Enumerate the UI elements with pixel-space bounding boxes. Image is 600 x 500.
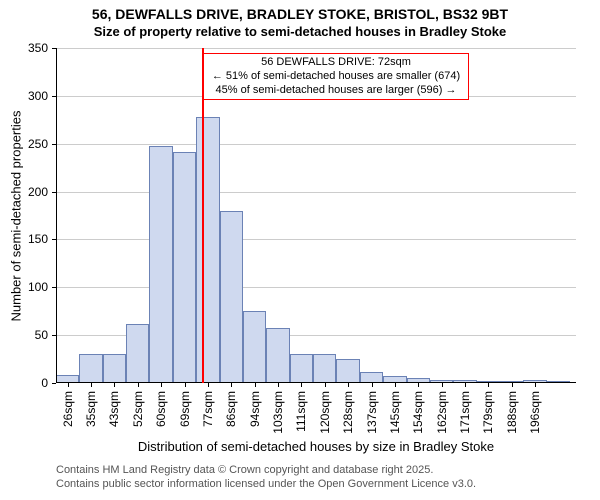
x-tick-label: 103sqm	[271, 391, 285, 434]
x-tick-label: 154sqm	[411, 391, 425, 434]
histogram-bar	[103, 354, 126, 383]
annotation-line1: 56 DEWFALLS DRIVE: 72sqm	[209, 56, 463, 70]
x-tick-label: 69sqm	[178, 391, 192, 427]
y-tick-label: 50	[8, 328, 48, 342]
histogram-bar	[313, 354, 336, 383]
x-axis	[56, 382, 576, 383]
x-tick-label: 128sqm	[341, 391, 355, 434]
x-tick-label: 94sqm	[248, 391, 262, 427]
histogram-bar	[220, 211, 243, 383]
histogram-bar	[266, 328, 289, 383]
footer-line-2: Contains public sector information licen…	[56, 478, 476, 490]
y-tick-label: 0	[8, 376, 48, 390]
histogram-bar	[173, 152, 196, 383]
x-tick-label: 26sqm	[61, 391, 75, 427]
x-tick-label: 188sqm	[505, 391, 519, 434]
x-tick-label: 43sqm	[107, 391, 121, 427]
histogram-bar	[149, 146, 172, 383]
histogram-bar	[79, 354, 102, 383]
x-tick-label: 111sqm	[294, 391, 308, 432]
annotation-line3: 45% of semi-detached houses are larger (…	[209, 84, 463, 98]
x-tick-label: 179sqm	[481, 391, 495, 434]
x-axis-label: Distribution of semi-detached houses by …	[138, 439, 494, 454]
y-axis-label: Number of semi-detached properties	[9, 110, 24, 321]
annotation-line2: ← 51% of semi-detached houses are smalle…	[209, 70, 463, 84]
x-tick-label: 137sqm	[365, 391, 379, 434]
page-subtitle: Size of property relative to semi-detach…	[0, 24, 600, 40]
footer-line-1: Contains HM Land Registry data © Crown c…	[56, 464, 433, 476]
x-tick-label: 86sqm	[224, 391, 238, 427]
histogram-bar	[126, 324, 149, 383]
page-title: 56, DEWFALLS DRIVE, BRADLEY STOKE, BRIST…	[0, 0, 600, 24]
x-tick-label: 145sqm	[388, 391, 402, 434]
x-tick-label: 162sqm	[435, 391, 449, 434]
x-tick-label: 35sqm	[84, 391, 98, 427]
y-tick-label: 300	[8, 89, 48, 103]
histogram-bar	[243, 311, 266, 383]
histogram-bar	[196, 117, 219, 383]
x-tick-label: 120sqm	[318, 391, 332, 434]
histogram-bar	[336, 359, 359, 383]
x-tick-label: 196sqm	[528, 391, 542, 434]
y-axis	[56, 48, 57, 383]
y-tick-label: 350	[8, 41, 48, 55]
annotation-box: 56 DEWFALLS DRIVE: 72sqm ← 51% of semi-d…	[203, 53, 469, 100]
x-tick-label: 52sqm	[131, 391, 145, 427]
x-tick-label: 77sqm	[201, 391, 215, 427]
x-tick-label: 171sqm	[458, 391, 472, 434]
histogram-bar	[290, 354, 313, 383]
x-tick-label: 60sqm	[154, 391, 168, 427]
